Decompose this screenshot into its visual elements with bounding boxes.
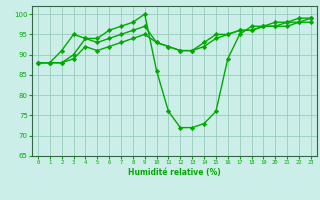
X-axis label: Humidité relative (%): Humidité relative (%) <box>128 168 221 177</box>
